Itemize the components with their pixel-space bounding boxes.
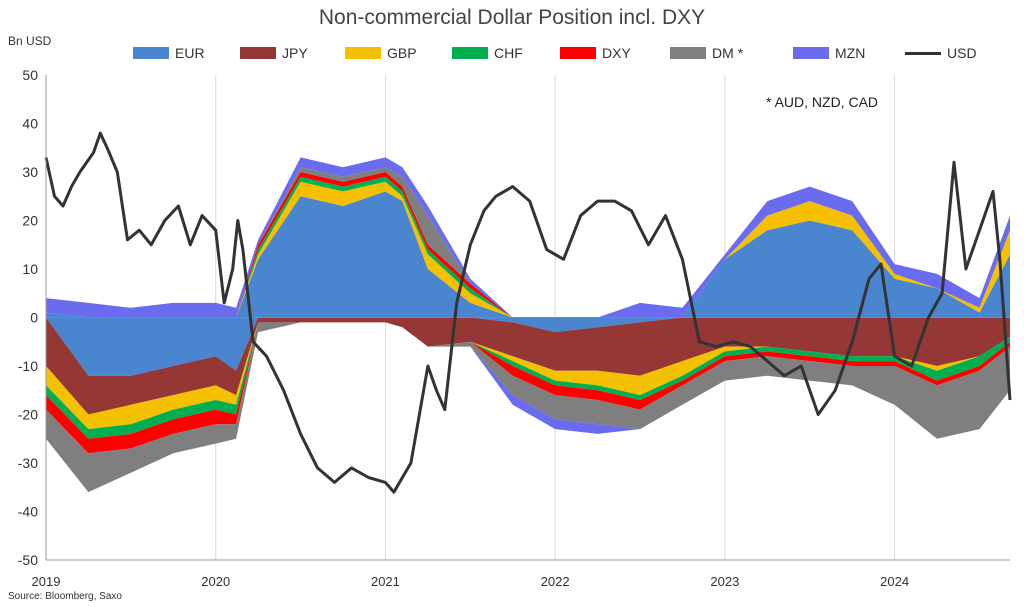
y-tick-label: 20 [22,213,38,229]
x-tick-label: 2019 [32,574,61,589]
legend-swatch [452,47,488,59]
legend-label: DXY [602,45,631,61]
y-tick-label: 10 [22,261,38,277]
legend-item-chf: CHF [452,43,523,63]
chart-title: Non-commercial Dollar Position incl. DXY [318,6,706,29]
legend-item-dm: DM * [670,43,743,63]
area-dxy-negative [46,322,1010,454]
y-tick-label: 50 [22,67,38,83]
legend-swatch [905,51,941,55]
area-mzn-negative [46,322,1010,493]
legend-item-jpy: JPY [240,43,308,63]
legend-swatch [240,47,276,59]
source-note: Source: Bloomberg, Saxo [8,591,122,602]
legend-item-dxy: DXY [560,43,631,63]
y-tick-label: -50 [18,552,38,568]
legend-label: DM * [712,45,744,61]
area-eur-positive [46,191,1010,318]
x-tick-label: 2023 [710,574,739,589]
legend-swatch [133,47,169,59]
footnote-annotation: * AUD, NZD, CAD [766,94,879,110]
area-gbp-positive [46,181,1010,318]
legend-label: USD [947,45,977,61]
legend-swatch [560,47,596,59]
chart-legend: EUR JPY GBP CHF DXY DM * MZN USD [0,43,1024,63]
area-gbp-negative [46,322,1010,430]
legend-swatch [345,47,381,59]
legend-label: MZN [835,45,866,61]
x-tick-label: 2022 [541,574,570,589]
y-tick-label: -30 [18,455,38,471]
legend-item-usd: USD [905,43,977,63]
x-tick-label: 2020 [201,574,230,589]
legend-item-eur: EUR [133,43,205,63]
legend-swatch [793,47,829,59]
legend-label: CHF [494,45,523,61]
y-tick-label: 30 [22,164,38,180]
x-tick-label: 2024 [880,574,909,589]
area-eur-negative [46,317,1010,376]
legend-label: JPY [282,45,308,61]
y-tick-label: -20 [18,407,38,423]
area-dm-negative [46,322,1010,493]
legend-item-mzn: MZN [793,43,865,63]
y-tick-label: 40 [22,116,38,132]
y-tick-label: -10 [18,358,38,374]
legend-swatch [670,47,706,59]
y-tick-label: -40 [18,504,38,520]
x-tick-label: 2021 [371,574,400,589]
usd-line [44,131,1012,494]
legend-item-gbp: GBP [345,43,417,63]
area-chf-negative [46,322,1010,439]
y-tick-label: 0 [30,310,38,326]
legend-label: EUR [175,45,205,61]
legend-label: GBP [387,45,417,61]
area-jpy-negative [46,317,1010,415]
y-axis-unit-label: Bn USD [8,34,52,48]
